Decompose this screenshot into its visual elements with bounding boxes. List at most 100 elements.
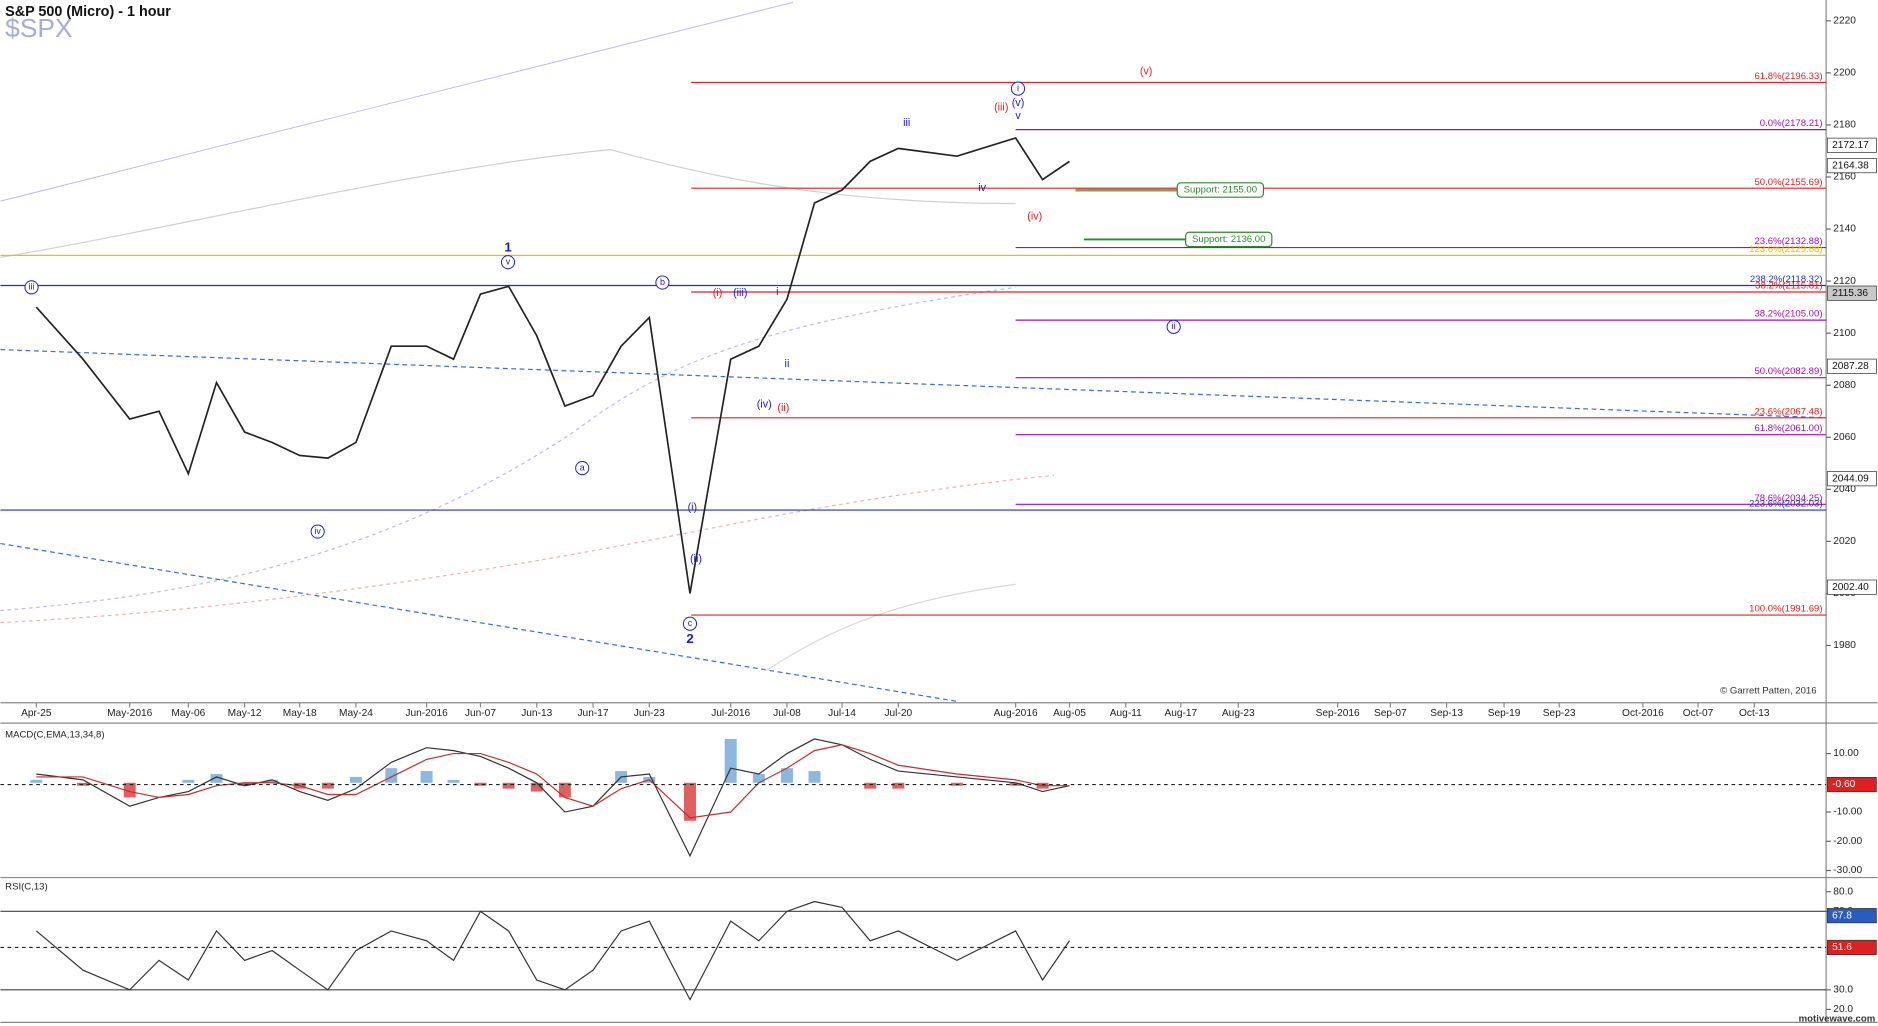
support-box — [1185, 231, 1273, 248]
wave-label: b — [660, 277, 665, 287]
fib-label: 61.8%(2196.33) — [1754, 71, 1822, 82]
histogram-bar — [808, 771, 821, 783]
y-tick-label: -10.00 — [1833, 807, 1862, 818]
x-tick-label: May-12 — [228, 708, 262, 719]
support-label: Support: 2136.00 — [1192, 234, 1265, 245]
x-tick-label: Sep-2016 — [1316, 708, 1360, 719]
wave-label: 1 — [504, 239, 511, 254]
panel-title: RSI(C,13) — [5, 882, 48, 893]
histogram-bar — [683, 782, 696, 821]
histogram-bar — [420, 771, 433, 783]
wave-label: a — [580, 462, 585, 472]
histogram-bar — [123, 782, 136, 798]
average-line — [0, 474, 1054, 624]
fib-label: 50.0%(2082.89) — [1754, 366, 1822, 377]
y-tick-label: 2060 — [1833, 432, 1856, 443]
x-tick-label: Aug-05 — [1053, 708, 1086, 719]
fib-label: 223.6%(2032.03) — [1749, 499, 1822, 510]
wave-label: i — [1017, 83, 1019, 93]
value-marker — [1826, 137, 1877, 153]
value-marker-label: -0.60 — [1832, 779, 1856, 790]
wave-label: c — [688, 618, 693, 628]
support-box — [1176, 182, 1265, 198]
wave-label: ii — [1172, 321, 1176, 331]
trend-line — [0, 1, 794, 202]
histogram-bar — [724, 738, 737, 783]
data-line — [35, 136, 1070, 594]
x-tick-label: Jun-17 — [577, 708, 608, 719]
y-tick-label: 2200 — [1833, 68, 1856, 79]
value-marker-label: 2087.28 — [1832, 361, 1869, 372]
y-tick-label: 2100 — [1833, 328, 1856, 339]
histogram-bar — [266, 779, 279, 783]
credit: © Garrett Patten, 2016 — [1720, 685, 1816, 696]
value-marker — [1826, 908, 1877, 924]
wave-label: i — [776, 286, 778, 298]
x-tick-label: Aug-23 — [1222, 708, 1255, 719]
x-tick-label: Oct-07 — [1683, 708, 1714, 719]
value-marker — [1826, 579, 1877, 595]
fib-label: 123.6%(2129.88) — [1749, 244, 1822, 255]
y-tick-label: 2160 — [1833, 172, 1856, 183]
y-tick-label: -20.00 — [1833, 836, 1862, 847]
fib-label: 23.6%(2067.48) — [1754, 406, 1822, 417]
x-tick-label: Sep-19 — [1488, 708, 1521, 719]
y-tick-label: 80.0 — [1833, 886, 1853, 897]
wave-label: (i) — [713, 287, 723, 299]
x-tick-label: Apr-25 — [21, 708, 52, 719]
histogram-bar — [447, 779, 460, 783]
value-marker — [1826, 158, 1877, 174]
histogram-bar — [30, 779, 43, 783]
wave-label: iv — [314, 526, 321, 536]
y-tick-label: 2140 — [1833, 224, 1856, 235]
wave-circle — [575, 461, 590, 476]
x-tick-label: May-2016 — [107, 708, 153, 719]
y-tick-label: 2120 — [1833, 276, 1856, 287]
value-marker — [1826, 358, 1877, 374]
wave-circle — [655, 275, 670, 290]
wave-circle — [500, 255, 516, 270]
x-tick-label: Jul-2016 — [711, 708, 750, 719]
x-tick-label: Jun-13 — [521, 708, 552, 719]
fib-label: 38.2%(2105.00) — [1754, 309, 1822, 320]
fib-label: 50.0%(2155.69) — [1754, 177, 1822, 188]
y-tick-label: 1980 — [1833, 640, 1856, 651]
histogram-bar — [182, 779, 195, 783]
histogram-bar — [321, 782, 334, 789]
y-tick-label: 10.00 — [1833, 748, 1859, 759]
y-tick-label: 2180 — [1833, 120, 1856, 131]
x-tick-label: Jun-2016 — [405, 708, 448, 719]
histogram-bar — [349, 776, 362, 783]
value-marker — [1826, 939, 1877, 955]
value-marker — [1826, 285, 1877, 301]
wave-label: (iii) — [733, 287, 747, 299]
fib-label: 78.6%(2034.25) — [1754, 493, 1822, 504]
value-marker-label: 67.8 — [1832, 910, 1852, 921]
x-tick-label: Aug-2016 — [994, 708, 1038, 719]
histogram-bar — [558, 782, 571, 798]
value-marker-label: 51.6 — [1832, 942, 1852, 953]
wave-label: (ii) — [690, 553, 702, 565]
histogram-bar — [530, 782, 543, 792]
wave-label: iv — [978, 182, 986, 194]
wave-label: (iv) — [757, 398, 772, 410]
fib-label: 100.0%(1991.69) — [1749, 604, 1822, 615]
chart-title: S&P 500 (Micro) - 1 hour — [5, 4, 171, 20]
x-tick-label: May-06 — [171, 708, 205, 719]
wave-label: (i) — [688, 501, 698, 513]
x-tick-label: Jun-23 — [634, 708, 665, 719]
value-marker-label: 2164.38 — [1832, 160, 1869, 171]
x-tick-label: Jun-07 — [465, 708, 496, 719]
wave-label: (v) — [1012, 97, 1025, 109]
fib-label: 61.8%(2061.00) — [1754, 423, 1822, 434]
wave-circle — [1166, 319, 1181, 334]
fib-label: 0.0%(2178.21) — [1760, 118, 1823, 129]
data-line — [36, 738, 1070, 858]
value-marker — [1826, 471, 1877, 487]
x-tick-label: Sep-23 — [1543, 708, 1576, 719]
value-marker-label: 2002.40 — [1832, 582, 1869, 593]
data-line — [35, 900, 1070, 1001]
histogram-bar — [502, 782, 515, 789]
